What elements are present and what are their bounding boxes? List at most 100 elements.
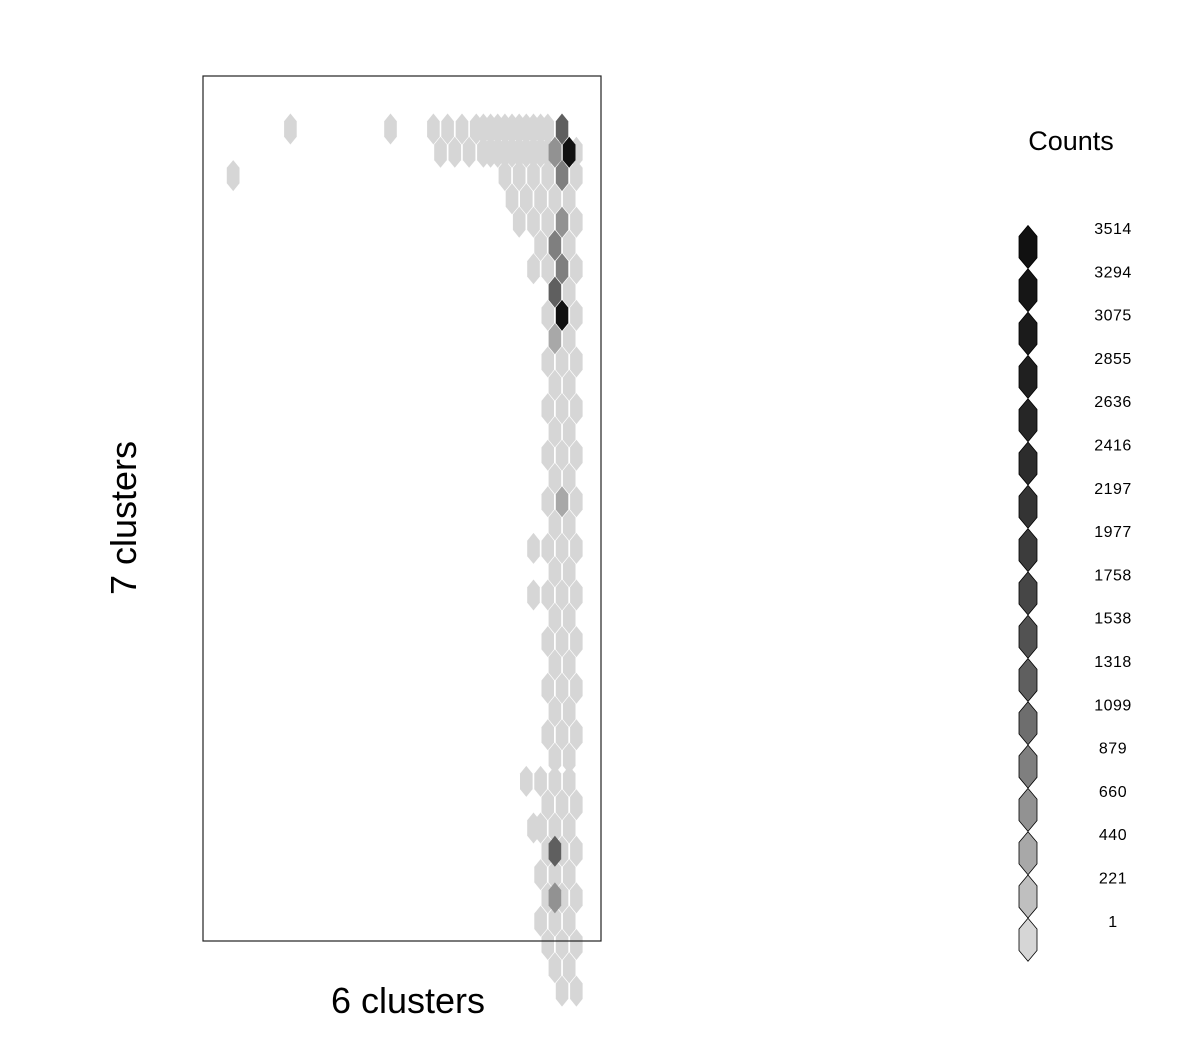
legend-label: 1099 (1094, 697, 1132, 714)
hex-cell (505, 183, 519, 215)
hex-cell (512, 160, 526, 192)
hex-cell (548, 649, 562, 681)
hex-cell (562, 742, 576, 774)
hex-cell (555, 439, 569, 471)
legend-label: 1318 (1094, 654, 1132, 671)
legend: Counts 3514 3294 3075 2855 2636 2416 2197 1977 1… (1018, 126, 1132, 962)
x-axis-title: 6 clusters (331, 980, 485, 1021)
hex-cell (548, 556, 562, 588)
hex-cell (441, 113, 454, 145)
hex-cell (548, 183, 562, 215)
legend-swatch (1018, 571, 1038, 616)
hex-cell (541, 346, 554, 378)
hex-cell (562, 463, 576, 494)
legend-swatch (1018, 744, 1038, 789)
hex-cell (527, 160, 540, 192)
hex-cell (226, 160, 240, 192)
legend-label: 660 (1099, 784, 1127, 801)
hex-cell (570, 532, 583, 564)
hex-cell (541, 532, 554, 564)
hex-cell (520, 113, 533, 145)
hex-cell (541, 789, 554, 821)
hex-cell (534, 812, 547, 844)
hex-cell (555, 253, 569, 285)
legend-label: 2416 (1094, 438, 1132, 455)
hex-cell (541, 299, 554, 331)
hex-cell (534, 765, 547, 797)
hex-cell (548, 696, 562, 727)
hex-cell (541, 160, 554, 192)
hex-cell (570, 835, 583, 867)
hex-cell (562, 556, 576, 588)
hex-cell (562, 230, 576, 261)
y-axis-title: 7 clusters (103, 441, 144, 595)
legend-label: 221 (1099, 871, 1127, 888)
legend-swatch (1018, 657, 1038, 703)
hex-cell (570, 393, 583, 425)
legend-swatch (1018, 484, 1038, 529)
hex-cell (527, 136, 540, 168)
hex-cell (555, 719, 569, 751)
hex-cell (570, 299, 583, 331)
legend-swatch (1018, 917, 1038, 962)
hex-cell (562, 369, 576, 401)
hex-cell (534, 859, 547, 891)
hex-cell (570, 439, 583, 471)
legend-swatch (1018, 398, 1038, 443)
hex-cell (562, 509, 576, 541)
hex-cell (505, 113, 519, 145)
legend-label: 2636 (1094, 394, 1132, 411)
hex-cell (462, 136, 476, 168)
hex-cell (541, 929, 554, 960)
hex-cell (541, 253, 554, 285)
hexbin-cells (226, 113, 583, 1007)
hex-cell (562, 905, 576, 937)
hex-cell (427, 113, 440, 145)
hex-cell (477, 136, 490, 168)
hex-cell (562, 765, 576, 797)
hex-cell (527, 206, 540, 238)
hex-cell (562, 136, 576, 168)
hex-cell (570, 789, 583, 821)
legend-swatch (1018, 614, 1038, 659)
hex-cell (548, 835, 562, 867)
hex-cell (548, 882, 562, 914)
legend-swatch (1018, 527, 1038, 573)
hex-cell (562, 323, 576, 355)
hex-cell (570, 882, 583, 914)
hex-cell (548, 905, 562, 937)
hex-cell (548, 416, 562, 448)
hex-cell (548, 323, 562, 355)
hex-cell (548, 463, 562, 494)
hex-cell (534, 230, 547, 261)
legend-label: 440 (1099, 827, 1127, 844)
legend-swatch (1018, 354, 1038, 400)
hex-cell (555, 486, 569, 518)
hex-cell (562, 602, 576, 634)
hex-cell (555, 346, 569, 378)
hex-cell (570, 929, 583, 960)
legend-swatch (1018, 268, 1038, 313)
hex-cell (570, 579, 583, 611)
hex-cell (570, 160, 583, 192)
hex-cell (541, 393, 554, 425)
hex-cell (555, 789, 569, 821)
legend-items: 3514 3294 3075 2855 2636 2416 2197 1977 1758 1538… (1018, 221, 1132, 962)
hex-cell (541, 206, 554, 238)
legend-swatch (1018, 831, 1038, 876)
hex-cell (562, 276, 576, 308)
hex-cell (548, 136, 562, 168)
hex-cell (534, 183, 547, 215)
hex-cell (512, 206, 526, 238)
hex-cell (548, 952, 562, 984)
legend-label: 1538 (1094, 611, 1132, 628)
hex-cell (562, 183, 576, 215)
hex-cell (555, 975, 569, 1007)
hex-cell (548, 230, 562, 261)
hex-cell (562, 812, 576, 844)
hex-cell (562, 416, 576, 448)
hex-cell (541, 626, 554, 658)
legend-title: Counts (1028, 126, 1114, 156)
hex-cell (541, 486, 554, 518)
hex-cell (562, 859, 576, 891)
